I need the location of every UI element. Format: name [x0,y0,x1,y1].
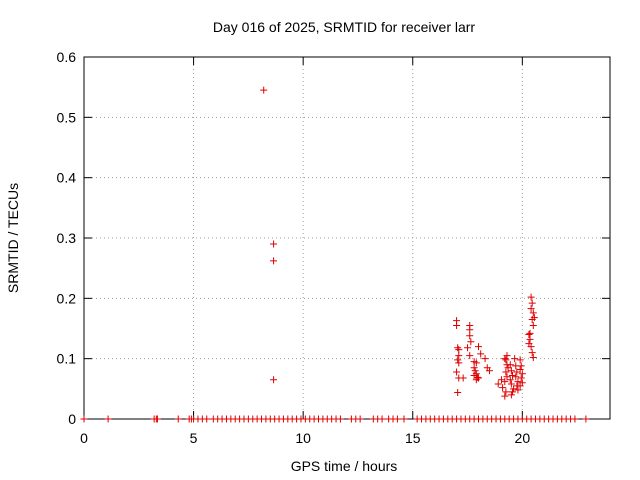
data-point [270,257,278,265]
data-point [516,356,524,364]
data-point [503,352,511,360]
data-point [472,376,480,384]
data-point [455,352,463,360]
data-point [527,343,535,351]
data-point [514,378,522,386]
tick-layer: 0 0.1 0.2 0.3 0.4 0.5 0.6 0 5 10 15 20 [57,49,610,446]
data-point [459,374,467,382]
data-point [516,382,524,390]
data-point [526,335,534,343]
data-point [453,321,461,329]
data-point [507,367,515,375]
data-point [454,356,462,364]
data-point [477,350,485,358]
data-point [453,368,461,376]
data-point [104,415,112,423]
data-point [470,364,478,372]
data-point [270,240,278,248]
data-point [510,385,518,393]
data-point [517,362,525,370]
y-tick-label: 0.2 [57,290,77,306]
data-point [378,415,386,423]
y-tick-label: 0.3 [57,230,77,246]
data-point [466,326,474,334]
data-point [260,86,268,94]
data-point [518,370,526,378]
x-tick-label: 20 [515,430,531,446]
data-point [525,331,533,339]
data-point [464,344,472,352]
y-tick-label: 0.1 [57,351,77,367]
data-point [400,415,408,423]
data-point [506,376,514,384]
y-tick-label: 0 [68,411,76,427]
data-point [517,374,525,382]
chart-title: Day 016 of 2025, SRMTID for receiver lar… [213,19,476,35]
data-point [502,388,510,396]
data-point [455,359,463,367]
data-point [472,359,480,367]
data-point [527,305,535,313]
data-point [499,384,507,392]
x-tick-label: 0 [80,430,88,446]
data-point [502,368,510,376]
data-point [203,415,211,423]
data-point [501,378,509,386]
data-point [529,321,537,329]
data-point [270,376,278,384]
data-point [455,346,463,354]
data-point [582,415,590,423]
plot-frame [83,56,611,420]
data-point [528,349,536,357]
y-axis-label: SRMTID / TECUs [5,183,21,293]
data-point [502,356,510,364]
data-point [494,380,502,388]
data-point [571,415,579,423]
data-point [506,361,514,369]
data-point [526,329,534,337]
data-point [485,367,493,375]
data-points [80,86,590,423]
y-tick-label: 0.6 [57,49,77,65]
data-point [512,373,520,381]
data-point [466,332,474,340]
data-point [481,355,489,363]
data-point [498,376,506,384]
data-point [393,415,401,423]
data-point [507,380,515,388]
data-point [527,293,535,301]
data-point [529,353,537,361]
data-point [454,344,462,352]
data-point [528,299,536,307]
data-point [471,367,479,375]
data-point [466,352,474,360]
data-point [336,415,344,423]
data-point [529,309,537,317]
x-axis-label: GPS time / hours [291,458,398,474]
data-point [501,392,509,400]
data-point [514,386,522,394]
data-point [511,355,519,363]
x-tick-label: 5 [190,430,198,446]
x-tick-label: 10 [295,430,311,446]
data-point [356,415,364,423]
data-point [508,388,516,396]
data-point [507,391,515,399]
y-tick-label: 0.5 [57,109,77,125]
y-tick-label: 0.4 [57,170,77,186]
data-point [454,388,462,396]
data-point [470,372,478,380]
data-point [80,415,88,423]
data-point [467,338,475,346]
data-point [153,415,161,423]
data-point [503,373,511,381]
data-point [508,372,516,380]
data-point [475,343,482,351]
data-point [528,315,536,323]
grid-layer [84,57,610,419]
data-point [516,366,524,374]
x-tick-label: 15 [405,430,421,446]
data-point [174,415,182,423]
